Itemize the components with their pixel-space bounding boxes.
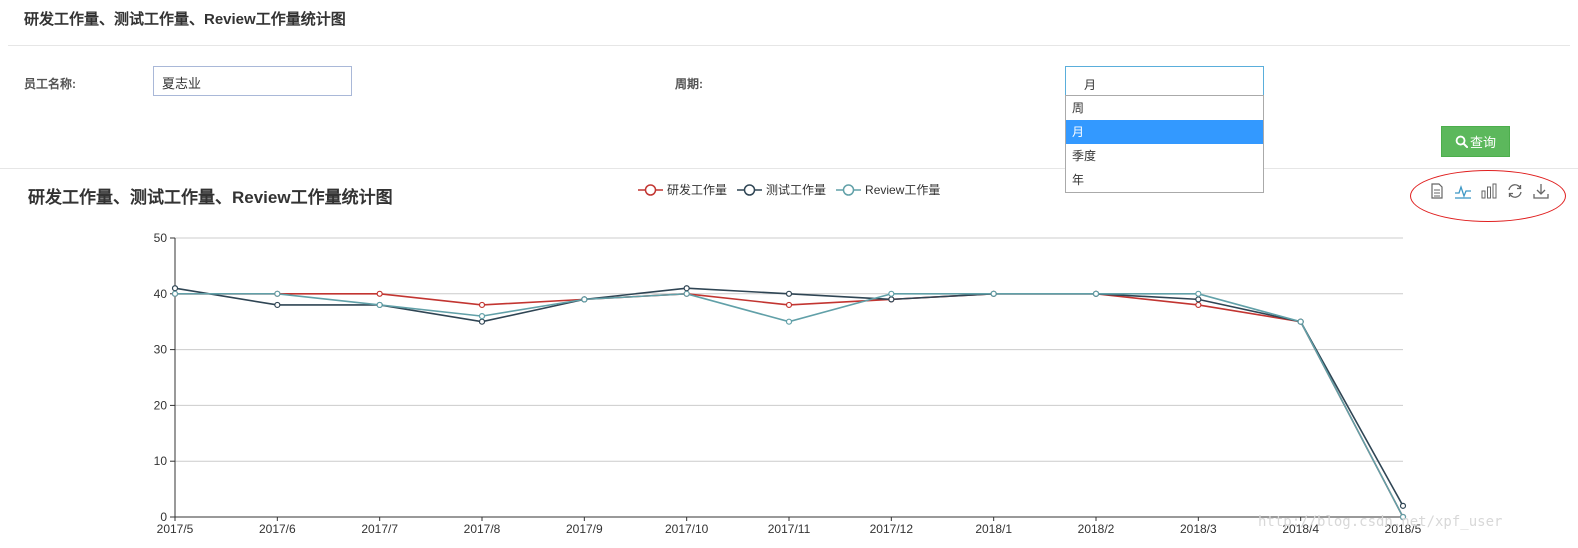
y-tick-label: 0 [160,510,167,524]
data-point [478,313,486,320]
data-point [1297,318,1304,325]
x-tick-label: 2018/2 [1078,522,1115,536]
annotation-circle [1410,170,1566,222]
data-point [581,296,588,303]
x-tick-label: 2017/8 [464,522,501,536]
data-point [274,301,281,309]
x-tick-label: 2018/1 [975,522,1012,536]
data-point [1195,290,1202,297]
x-tick-label: 2017/5 [157,522,194,536]
x-tick-label: 2017/12 [870,522,914,536]
period-select[interactable]: 月 [1065,66,1264,96]
chart-legend: 研发工作量 测试工作量 Review工作量 [638,181,940,198]
query-button[interactable]: 查询 [1441,126,1510,157]
data-point [581,296,588,303]
period-option-quarter[interactable]: 季度 [1072,149,1097,163]
legend-item-review[interactable]: Review工作量 [836,181,940,198]
employee-label: 员工名称: [24,77,76,91]
period-option-month[interactable]: 月 [1066,120,1263,144]
data-point [1297,318,1304,325]
data-point [1195,301,1202,309]
x-tick-label: 2017/6 [259,522,296,536]
data-point [1092,290,1100,297]
search-icon [1455,135,1468,148]
x-tick-label: 2017/7 [361,522,398,536]
data-point [785,301,793,309]
data-point [376,290,383,297]
data-point [1092,290,1100,297]
data-point [376,301,383,309]
data-point [1297,318,1304,325]
period-option-year[interactable]: 年 [1072,173,1085,187]
x-tick-label: 2018/3 [1180,522,1217,536]
divider [0,168,1578,169]
data-point [171,290,179,297]
data-point [683,290,690,297]
data-point [785,318,793,325]
data-point [888,290,895,297]
y-tick-label: 50 [154,231,168,245]
y-tick-label: 30 [154,343,168,357]
employee-input[interactable]: 夏志业 [153,66,352,96]
series-points [171,285,1407,521]
legend-item-dev[interactable]: 研发工作量 [638,181,727,198]
page-title: 研发工作量、测试工作量、Review工作量统计图 [24,11,346,28]
y-axis-labels: 0 10 20 30 40 50 [154,231,168,524]
series-lines [174,287,1404,518]
data-point [376,301,383,309]
x-tick-label: 2017/11 [768,522,811,536]
x-tick-label: 2017/9 [566,522,603,536]
divider [8,45,1570,46]
data-point [888,296,895,303]
data-point [274,290,281,297]
watermark: http://blog.csdn.net/xpf_user [1258,514,1503,530]
period-option-week[interactable]: 周 [1072,101,1085,115]
data-point [1399,502,1407,509]
chart-axes [170,237,1404,521]
query-button-label: 查询 [1469,135,1496,150]
legend-item-test[interactable]: 测试工作量 [737,181,826,198]
data-point [990,290,997,297]
data-point [478,301,486,309]
y-tick-label: 20 [154,398,168,412]
x-axis-labels: 2017/5 2017/6 2017/7 2017/8 2017/9 2017/10 201… [157,522,1422,536]
data-point [683,285,690,292]
data-point [990,290,997,297]
data-point [683,290,690,297]
data-point [478,318,486,325]
data-point [888,296,895,303]
data-point [990,290,997,297]
legend-label: 研发工作量 [667,183,728,197]
x-tick-label: 2017/10 [665,522,709,536]
series-line [174,287,1404,507]
y-tick-label: 10 [154,454,168,468]
data-point [274,290,281,297]
data-point [171,290,179,297]
data-point [171,285,179,292]
chart-grid [175,237,1403,462]
legend-label: Review工作量 [865,183,941,197]
series-line [175,292,1404,518]
legend-label: 测试工作量 [766,183,827,197]
data-point [785,290,793,297]
chart-title: 研发工作量、测试工作量、Review工作量统计图 [28,188,393,207]
data-point [581,296,588,303]
y-tick-label: 40 [154,287,168,301]
data-point [1195,296,1202,303]
period-label: 周期: [675,77,703,91]
data-point [1092,290,1100,297]
period-dropdown: 周 月 季度 年 [1065,95,1264,193]
series-line [175,292,1404,518]
